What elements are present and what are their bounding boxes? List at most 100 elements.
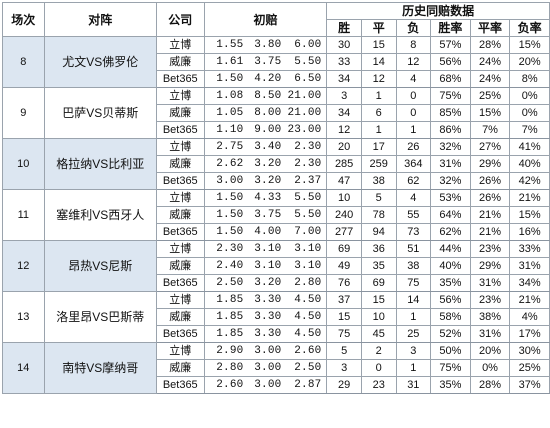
odds-value-o3: 4.50 (294, 311, 322, 323)
win-rate: 40% (430, 257, 471, 275)
win-count: 10 (326, 189, 362, 207)
match-number: 8 (2, 36, 45, 88)
loss-count: 51 (395, 240, 432, 258)
bookmaker-name: 威廉 (155, 155, 205, 173)
matchup-name: 南特VS摩纳哥 (43, 342, 157, 394)
draw-count: 5 (360, 189, 397, 207)
odds-table: 场次 对阵 公司 初赔 历史同赔数据 胜 平 负 胜率 平率 负率 8 尤文VS佛… (2, 2, 550, 394)
draw-rate: 23% (469, 291, 511, 309)
initial-odds: 1.55 3.80 6.00 (203, 36, 328, 54)
loss-count: 25 (395, 325, 432, 343)
bookmaker-name: 威廉 (155, 359, 205, 377)
bookmaker-name: 立博 (155, 138, 205, 156)
odds-value-o1: 3.00 (216, 175, 244, 187)
table-row: Bet365 1.50 4.20 6.50 34 12 4 68% 24% 8% (3, 70, 550, 88)
odds-value-o1: 2.30 (216, 243, 244, 255)
matchup-name: 洛里昂VS巴斯蒂 (43, 291, 157, 343)
initial-odds: 1.05 8.00 21.00 (203, 104, 328, 122)
odds-value-o2: 3.30 (254, 311, 282, 323)
win-rate: 56% (430, 291, 471, 309)
table-row: 10 格拉纳VS比利亚 立博 2.75 3.40 2.30 20 17 26 32% 27% 41% (2, 138, 550, 190)
match-number: 12 (2, 240, 45, 292)
loss-rate: 25% (509, 359, 550, 377)
header-draw-rate: 平率 (469, 19, 511, 37)
win-rate: 44% (430, 240, 471, 258)
matchup-name: 尤文VS佛罗伦 (43, 36, 157, 88)
win-count: 12 (326, 121, 362, 139)
odds-value-o2: 3.75 (254, 209, 282, 221)
draw-count: 36 (360, 240, 397, 258)
loss-rate: 21% (509, 291, 550, 309)
header-loss: 负 (395, 19, 432, 37)
win-count: 30 (326, 36, 362, 54)
draw-count: 78 (360, 206, 397, 224)
odds-value-o3: 2.60 (294, 345, 322, 357)
odds-value-o1: 1.50 (216, 192, 244, 204)
odds-value-o2: 3.20 (254, 158, 282, 170)
win-rate: 52% (430, 325, 471, 343)
draw-count: 259 (360, 155, 397, 173)
win-rate: 75% (430, 87, 471, 105)
bookmaker-name: Bet365 (155, 274, 205, 292)
win-rate: 35% (430, 376, 471, 394)
odds-value-o1: 1.85 (216, 311, 244, 323)
loss-rate: 15% (509, 206, 550, 224)
win-rate: 31% (430, 155, 471, 173)
draw-count: 1 (360, 121, 397, 139)
odds-value-o1: 1.85 (216, 294, 244, 306)
bookmaker-name: Bet365 (155, 172, 205, 190)
win-count: 75 (326, 325, 362, 343)
odds-value-o2: 4.00 (254, 226, 282, 238)
loss-count: 1 (395, 121, 432, 139)
win-rate: 56% (430, 53, 471, 71)
odds-value-o2: 3.00 (254, 379, 282, 391)
initial-odds: 2.80 3.00 2.50 (203, 359, 328, 377)
header-initial-odds: 初赔 (203, 2, 328, 37)
loss-rate: 34% (509, 274, 550, 292)
win-rate: 64% (430, 206, 471, 224)
loss-count: 38 (395, 257, 432, 275)
initial-odds: 2.40 3.10 3.10 (203, 257, 328, 275)
draw-rate: 28% (469, 36, 511, 54)
table-row: 威廉 2.40 3.10 3.10 49 35 38 40% 29% 31% (3, 257, 550, 275)
loss-count: 8 (395, 36, 432, 54)
win-count: 34 (326, 70, 362, 88)
odds-value-o2: 3.80 (254, 39, 282, 51)
draw-rate: 24% (469, 53, 511, 71)
loss-rate: 41% (509, 138, 550, 156)
odds-value-o1: 1.50 (216, 209, 244, 221)
draw-rate: 26% (469, 172, 511, 190)
initial-odds: 2.60 3.00 2.87 (203, 376, 328, 394)
loss-rate: 0% (509, 104, 550, 122)
win-count: 37 (326, 291, 362, 309)
draw-rate: 21% (469, 206, 511, 224)
header-company: 公司 (155, 2, 205, 37)
odds-table-body: 8 尤文VS佛罗伦 立博 1.55 3.80 6.00 30 15 8 57% 28% 15% 威廉 1.… (2, 36, 550, 394)
win-count: 29 (326, 376, 362, 394)
loss-count: 12 (395, 53, 432, 71)
bookmaker-name: 立博 (155, 240, 205, 258)
table-row: Bet365 2.60 3.00 2.87 29 23 31 35% 28% 37% (3, 376, 550, 394)
odds-value-o2: 3.30 (254, 294, 282, 306)
bookmaker-name: 立博 (155, 36, 205, 54)
loss-rate: 42% (509, 172, 550, 190)
odds-value-o3: 2.87 (294, 379, 322, 391)
bookmaker-name: 威廉 (155, 53, 205, 71)
bookmaker-name: Bet365 (155, 325, 205, 343)
bookmaker-name: 威廉 (155, 308, 205, 326)
odds-value-o3: 5.50 (294, 192, 322, 204)
loss-count: 1 (395, 359, 432, 377)
odds-value-o3: 4.50 (294, 328, 322, 340)
win-rate: 32% (430, 172, 471, 190)
initial-odds: 1.08 8.50 21.00 (203, 87, 328, 105)
header-round: 场次 (2, 2, 45, 37)
table-row: 9 巴萨VS贝蒂斯 立博 1.08 8.50 21.00 3 1 0 75% 25% 0% (2, 87, 550, 139)
odds-value-o3: 2.37 (294, 175, 322, 187)
loss-count: 0 (395, 104, 432, 122)
odds-value-o3: 2.30 (294, 141, 322, 153)
odds-value-o1: 1.85 (216, 328, 244, 340)
bookmaker-name: 立博 (155, 87, 205, 105)
loss-count: 62 (395, 172, 432, 190)
matchup-name: 格拉纳VS比利亚 (43, 138, 157, 190)
draw-count: 2 (360, 342, 397, 360)
